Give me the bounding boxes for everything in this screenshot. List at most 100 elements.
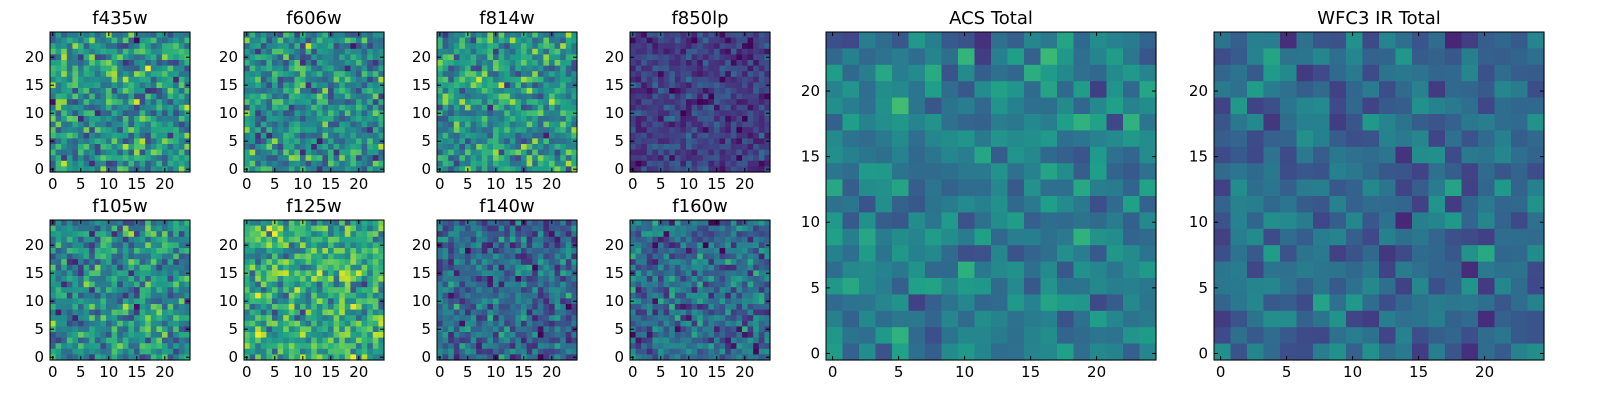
heatmap-cell — [560, 149, 567, 156]
x-tick-label: 15 — [127, 175, 146, 193]
heatmap-cell — [305, 116, 312, 123]
heatmap-cell — [453, 270, 460, 277]
heatmap-cell — [465, 320, 472, 327]
heatmap-cell — [367, 127, 374, 134]
heatmap-cell — [509, 315, 516, 322]
heatmap-cell — [322, 155, 329, 162]
heatmap-cell — [702, 304, 709, 311]
heatmap-cell — [55, 315, 62, 322]
heatmap-cell — [442, 348, 449, 355]
heatmap-cell — [139, 43, 146, 50]
heatmap-cell — [543, 253, 550, 260]
heatmap-cell — [537, 281, 544, 288]
heatmap-cell — [66, 259, 73, 266]
heatmap-cell — [378, 48, 385, 55]
heatmap-cell — [442, 276, 449, 283]
heatmap-cell — [730, 104, 737, 111]
heatmap-cell — [173, 54, 180, 61]
chart-title: f435w — [92, 8, 147, 29]
heatmap-cell — [94, 304, 101, 311]
heatmap-cell — [178, 132, 185, 139]
heatmap-cell — [691, 281, 698, 288]
heatmap-cell — [94, 104, 101, 111]
heatmap-cell — [333, 99, 340, 106]
heatmap-cell — [453, 242, 460, 249]
heatmap-cell — [94, 54, 101, 61]
heatmap-cell — [680, 298, 687, 305]
heatmap-cell — [249, 37, 256, 44]
heatmap-cell — [89, 337, 96, 344]
heatmap-cell — [72, 253, 79, 260]
heatmap-cell — [476, 71, 483, 78]
heatmap-cell — [736, 54, 743, 61]
heatmap-cell — [61, 270, 68, 277]
heatmap-cell — [89, 242, 96, 249]
heatmap-cell — [691, 93, 698, 100]
heatmap-cell — [652, 225, 659, 232]
heatmap-cell — [350, 121, 357, 128]
heatmap-cell — [294, 127, 301, 134]
heatmap-cell — [156, 298, 163, 305]
heatmap-cell — [111, 43, 118, 50]
heatmap-cell — [356, 337, 363, 344]
heatmap-cell — [459, 309, 466, 316]
heatmap-cell — [680, 236, 687, 243]
heatmap-cell — [680, 132, 687, 139]
heatmap-cell — [145, 132, 152, 139]
heatmap-cell — [448, 32, 455, 39]
heatmap-cell — [680, 32, 687, 39]
heatmap-cell — [470, 304, 477, 311]
heatmap-cell — [173, 309, 180, 316]
heatmap-cell — [537, 149, 544, 156]
heatmap-cell — [753, 248, 760, 255]
heatmap-cell — [554, 93, 561, 100]
heatmap-cell — [55, 48, 62, 55]
heatmap-cell — [288, 287, 295, 294]
heatmap-cell — [106, 298, 113, 305]
heatmap-cell — [747, 121, 754, 128]
heatmap-cell — [736, 76, 743, 83]
heatmap-cell — [658, 37, 665, 44]
heatmap-cell — [167, 225, 174, 232]
heatmap-cell — [344, 315, 351, 322]
heatmap-cell — [635, 132, 642, 139]
heatmap-cell — [543, 138, 550, 145]
heatmap-cell — [78, 60, 85, 67]
heatmap-cell — [106, 160, 113, 167]
heatmap-cell — [725, 82, 732, 89]
heatmap-cell — [311, 276, 318, 283]
heatmap-cell — [249, 48, 256, 55]
heatmap-cell — [145, 99, 152, 106]
heatmap-cell — [117, 110, 124, 117]
heatmap-cell — [481, 76, 488, 83]
heatmap-cell — [300, 320, 307, 327]
heatmap-cell — [139, 281, 146, 288]
heatmap-cell — [162, 127, 169, 134]
heatmap-cell — [453, 309, 460, 316]
heatmap-cell — [453, 160, 460, 167]
heatmap-cell — [669, 93, 676, 100]
heatmap-cell — [549, 160, 556, 167]
heatmap-cell — [111, 127, 118, 134]
heatmap-cell — [742, 138, 749, 145]
heatmap-cell — [128, 270, 135, 277]
heatmap-cell — [509, 220, 516, 227]
heatmap-cell — [272, 337, 279, 344]
heatmap-cell — [260, 320, 267, 327]
heatmap-cell — [61, 259, 68, 266]
heatmap-cell — [111, 71, 118, 78]
heatmap-cell — [747, 270, 754, 277]
heatmap-cell — [702, 93, 709, 100]
heatmap-cell — [145, 88, 152, 95]
heatmap-cell — [509, 354, 516, 361]
heatmap-cell — [122, 259, 129, 266]
heatmap-cell — [106, 71, 113, 78]
heatmap-cell — [255, 298, 262, 305]
heatmap-cell — [674, 281, 681, 288]
heatmap-cell — [725, 298, 732, 305]
heatmap-cell — [680, 88, 687, 95]
heatmap-cell — [669, 242, 676, 249]
heatmap-cell — [437, 332, 444, 339]
heatmap-cell — [367, 354, 374, 361]
heatmap-cell — [537, 155, 544, 162]
